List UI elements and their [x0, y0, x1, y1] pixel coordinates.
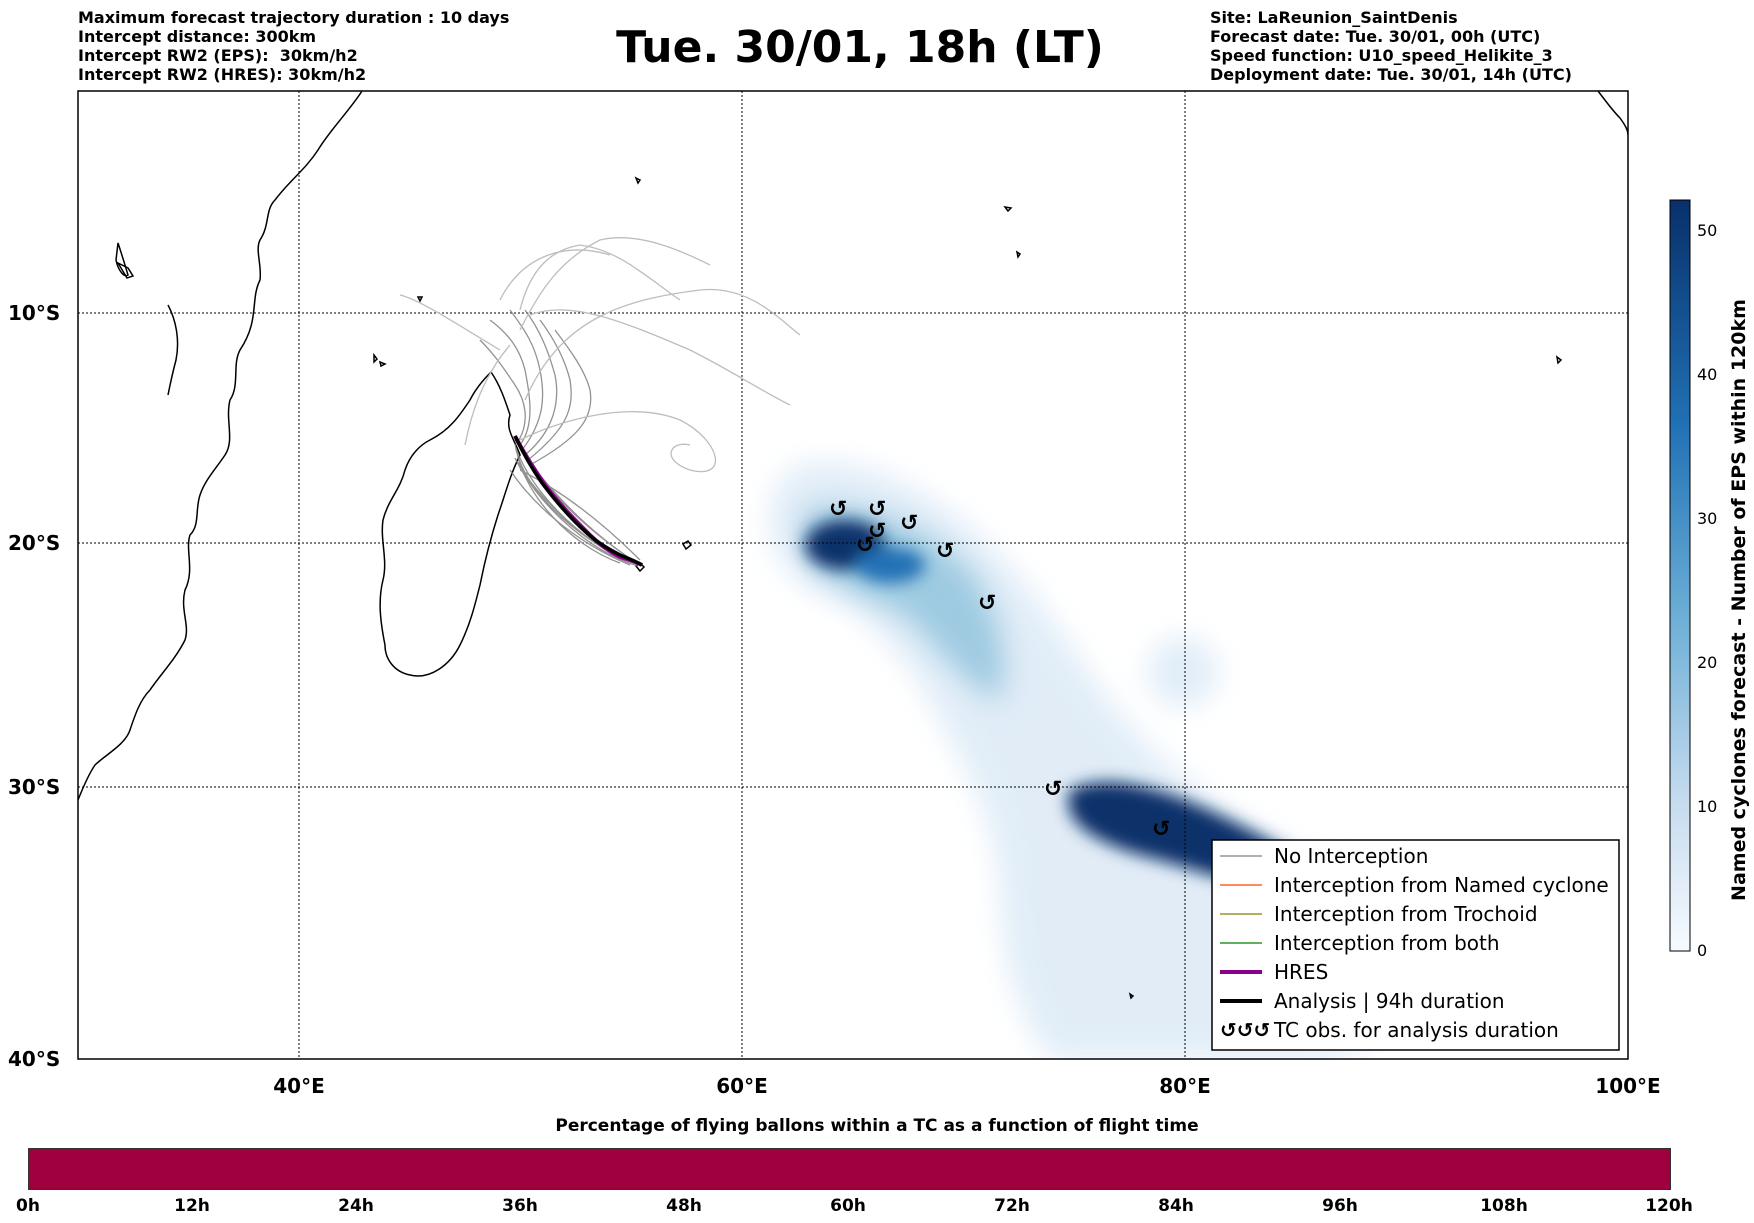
colorbar-ticks: 0 10 20 30 40 50 [1697, 221, 1717, 960]
header-left-line-4: Intercept RW2 (HRES): 30km/h2 [78, 65, 367, 84]
flight-time-tick: 60h [830, 1196, 866, 1216]
legend-item: Interception from Trochoid [1220, 902, 1538, 926]
colorbar-tick: 40 [1697, 365, 1717, 384]
colorbar-tick: 20 [1697, 653, 1717, 672]
legend-label: Analysis | 94h duration [1274, 989, 1505, 1013]
colorbar-label: Named cyclones forecast - Number of EPS … [1728, 299, 1750, 901]
header-left-line-2: Intercept distance: 300km [78, 27, 317, 46]
tc-obs-legend-icon: ↺↺↺ [1220, 1018, 1270, 1042]
tc-obs-icon: ↺ [829, 497, 847, 522]
legend-item: Analysis | 94h duration [1220, 989, 1505, 1013]
header-right-line-4: Deployment date: Tue. 30/01, 14h (UTC) [1210, 65, 1572, 84]
tc-obs-icon: ↺ [1152, 817, 1170, 842]
flight-time-tick: 0h [16, 1196, 40, 1216]
flight-time-tick: 12h [174, 1196, 210, 1216]
map-graticule [78, 91, 1628, 1059]
legend-label: TC obs. for analysis duration [1273, 1018, 1559, 1042]
lat-tick-40s: 40°S [8, 1047, 60, 1071]
colorbar-tick: 50 [1697, 221, 1717, 240]
tc-obs-icon: ↺ [868, 497, 886, 522]
lat-tick-30s: 30°S [8, 775, 60, 799]
flight-time-bar [28, 1148, 1671, 1190]
legend-item: No Interception [1220, 844, 1428, 868]
legend-box [1211, 839, 1620, 1051]
header-right-info: Site: LaReunion_SaintDenis Forecast date… [1210, 8, 1572, 84]
header-right-line-3: Speed function: U10_speed_Helikite_3 [1210, 46, 1553, 65]
tc-obs-icon: ↺ [978, 591, 996, 616]
legend-item: Interception from both [1220, 931, 1500, 955]
flight-time-tick: 24h [338, 1196, 374, 1216]
lon-tick-60e: 60°E [716, 1074, 768, 1098]
tc-observation-markers: ↺ ↺ ↺ ↺ ↺ ↺ ↺ ↺ ↺ [829, 497, 1170, 842]
density-colorbar: 0 10 20 30 40 50 Named cyclones forecast… [1669, 199, 1750, 960]
legend-label: Interception from Named cyclone [1274, 873, 1609, 897]
analysis-trajectory [513, 435, 643, 567]
header-right-line-1: Site: LaReunion_SaintDenis [1210, 8, 1458, 27]
legend-label: Interception from Trochoid [1274, 902, 1538, 926]
flight-time-tick: 96h [1322, 1196, 1358, 1216]
tc-obs-icon: ↺ [900, 511, 918, 536]
lat-tick-labels: 10°S 20°S 30°S 40°S [8, 301, 60, 1071]
flight-time-tick: 48h [666, 1196, 702, 1216]
map-frame [77, 90, 1629, 1060]
flight-time-tick: 84h [1158, 1196, 1194, 1216]
legend: No Interception Interception from Named … [1211, 839, 1620, 1051]
legend-item: Interception from Named cyclone [1220, 873, 1609, 897]
legend-label: No Interception [1274, 844, 1428, 868]
lon-tick-80e: 80°E [1159, 1074, 1211, 1098]
header-left-line-3: Intercept RW2 (EPS): 30km/h2 [78, 46, 358, 65]
header-left-line-1: Maximum forecast trajectory duration : 1… [78, 8, 510, 27]
colorbar-tick: 0 [1697, 941, 1707, 960]
coastlines [78, 91, 1628, 1000]
legend-label: HRES [1274, 960, 1328, 984]
legend-item: ↺↺↺ TC obs. for analysis duration [1220, 1018, 1559, 1042]
lon-tick-100e: 100°E [1595, 1074, 1660, 1098]
flight-time-tick: 120h [1645, 1196, 1693, 1216]
lon-tick-labels: 40°E 60°E 80°E 100°E [273, 1074, 1660, 1098]
colorbar-tick: 30 [1697, 509, 1717, 528]
tc-obs-icon: ↺ [868, 519, 886, 544]
lon-tick-40e: 40°E [273, 1074, 325, 1098]
tc-obs-icon: ↺ [936, 539, 954, 564]
colorbar-tick: 10 [1697, 797, 1717, 816]
flight-time-tick: 36h [502, 1196, 538, 1216]
legend-label: Interception from both [1274, 931, 1500, 955]
header-left-info: Maximum forecast trajectory duration : 1… [78, 8, 509, 84]
header-right-line-2: Forecast date: Tue. 30/01, 00h (UTC) [1210, 27, 1541, 46]
flight-time-tick: 108h [1480, 1196, 1528, 1216]
faint-trajectories [399, 237, 801, 473]
tc-obs-icon: ↺ [1044, 777, 1062, 802]
flight-time-bar-title: Percentage of flying ballons within a TC… [555, 1116, 1199, 1136]
flight-time-tick: 72h [994, 1196, 1030, 1216]
lat-tick-20s: 20°S [8, 531, 60, 555]
legend-item: HRES [1220, 960, 1328, 984]
tc-obs-icon: ↺ [856, 533, 874, 558]
colorbar-gradient [1669, 199, 1691, 952]
page-title: Tue. 30/01, 18h (LT) [616, 22, 1104, 73]
lat-tick-10s: 10°S [8, 301, 60, 325]
